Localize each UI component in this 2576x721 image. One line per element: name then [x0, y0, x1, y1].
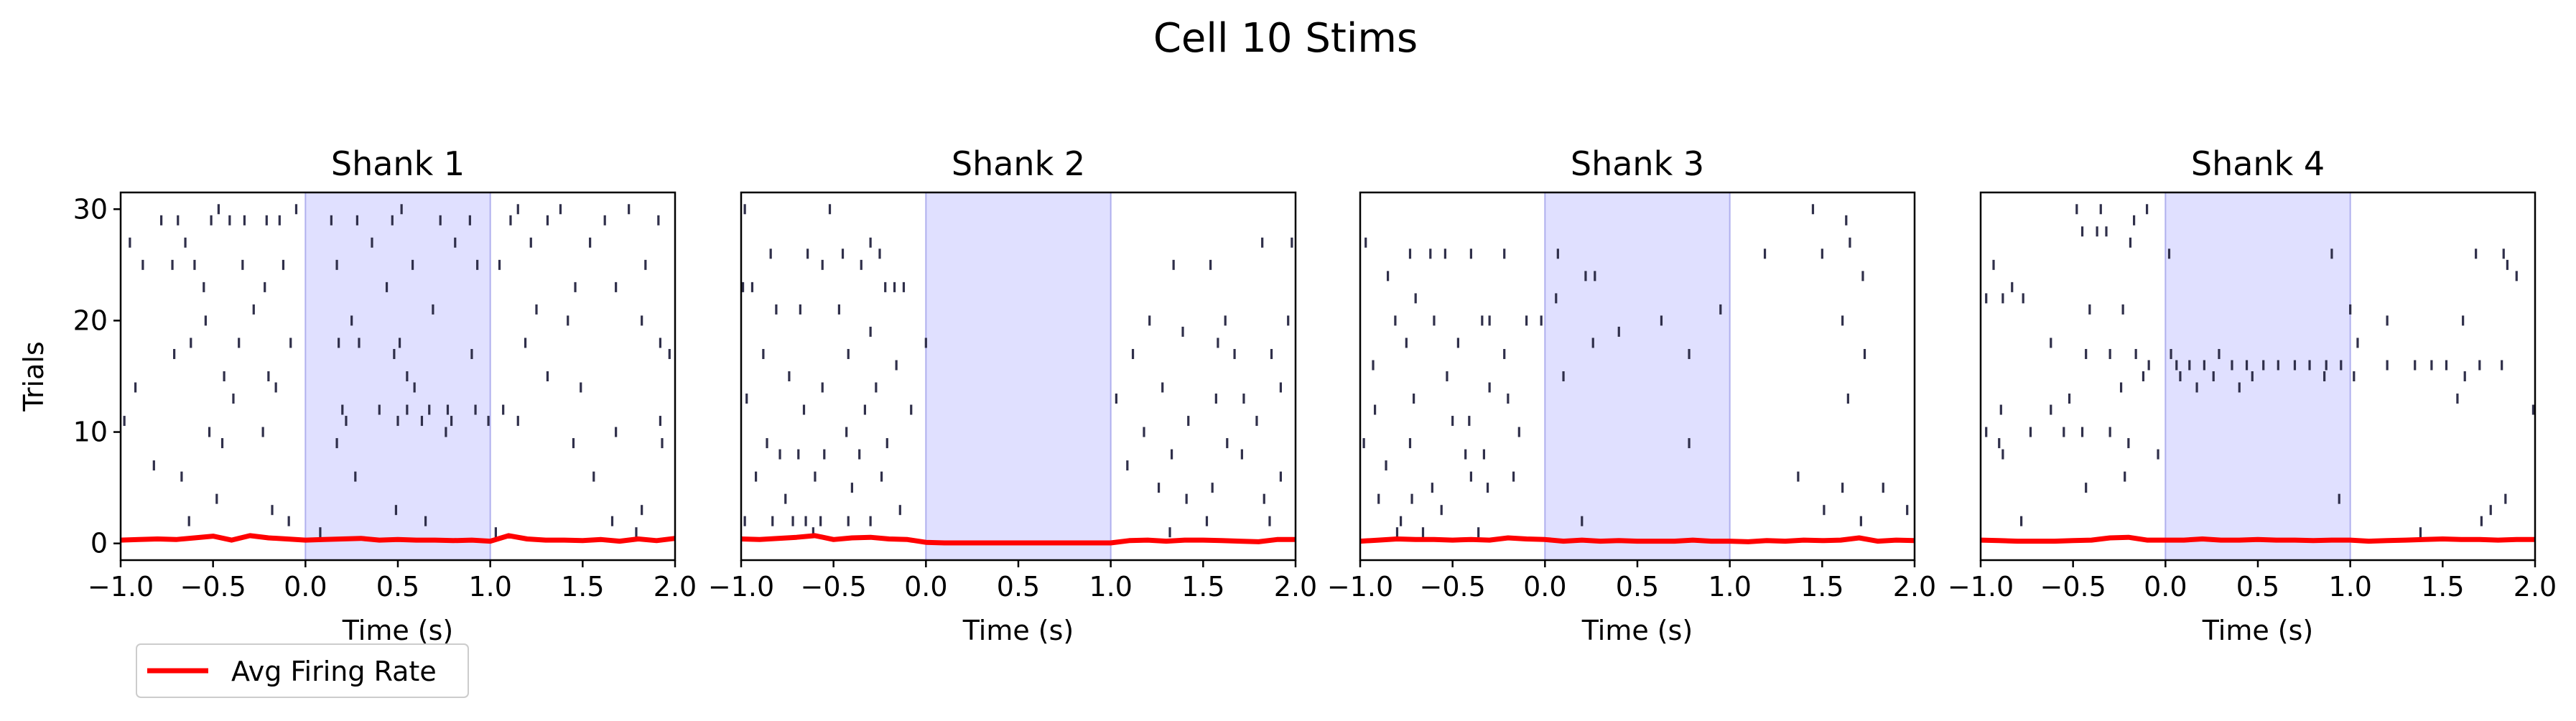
- x-tick-label: 0.5: [1616, 571, 1659, 603]
- x-tick-label: 1.5: [1800, 571, 1843, 603]
- x-tick-label: 2.0: [2514, 571, 2557, 603]
- avg-firing-rate-line: [120, 533, 676, 544]
- x-tick-label: 1.0: [1708, 571, 1751, 603]
- x-tick-label: 1.0: [2328, 571, 2371, 603]
- figure-title: Cell 10 Stims: [1153, 15, 1418, 62]
- panel-title: Shank 1: [331, 144, 465, 183]
- legend-rate-label: Avg Firing Rate: [231, 656, 437, 687]
- panel-2: Shank 2 −1.0 −0.5 0.0 0.5 1.0 1.5 2.0 Time (s): [708, 144, 1317, 646]
- x-tick-label: 2.0: [1893, 571, 1936, 603]
- panel-1: Shank 1 −1.0 −0.5 0.0 0.5 1.0 1.5 2.0 0 10 20 30 Tim…: [18, 144, 697, 646]
- x-tick-label: 0.5: [997, 571, 1040, 603]
- x-tick-label: −0.5: [2040, 571, 2106, 603]
- legend-frame: [136, 643, 469, 698]
- panel-title: Shank 4: [2191, 144, 2325, 183]
- avg-firing-rate-line: [740, 533, 1296, 546]
- x-axis-label: Time (s): [2202, 615, 2314, 646]
- panel-3: Shank 3 −1.0 −0.5 0.0 0.5 1.0 1.5 2.0 Time (s): [1327, 144, 1936, 646]
- x-tick-label: −1.0: [1327, 571, 1393, 603]
- x-tick-label: 2.0: [1274, 571, 1317, 603]
- x-tick-label: 0.0: [284, 571, 327, 603]
- avg-firing-rate-line: [1359, 535, 1915, 544]
- x-tick-label: 0.5: [376, 571, 419, 603]
- stimulus-window: [1544, 192, 1731, 561]
- legend: Avg Firing Rate: [136, 643, 469, 698]
- x-tick-label: 1.0: [1089, 571, 1132, 603]
- panels: Shank 1 −1.0 −0.5 0.0 0.5 1.0 1.5 2.0 0 10 20 30 Tim…: [18, 144, 2557, 646]
- y-tick-label: 10: [73, 417, 108, 448]
- avg-firing-rate-line: [1980, 534, 2535, 544]
- y-tick-label: 20: [73, 304, 108, 336]
- x-tick-label: 1.5: [1181, 571, 1224, 603]
- x-tick-label: 1.0: [468, 571, 511, 603]
- y-tick-label: 30: [73, 193, 108, 225]
- x-tick-label: 1.5: [2421, 571, 2464, 603]
- stimulus-window: [2165, 192, 2351, 561]
- x-axis-label: Time (s): [1581, 615, 1693, 646]
- x-tick-label: 0.0: [1523, 571, 1566, 603]
- y-tick-label: 0: [90, 528, 108, 559]
- x-tick-label: −0.5: [1420, 571, 1486, 603]
- panel-4: Shank 4 −1.0 −0.5 0.0 0.5 1.0 1.5 2.0 Time (s): [1948, 144, 2557, 646]
- x-axis-label: Time (s): [342, 615, 454, 646]
- x-axis-label: Time (s): [962, 615, 1074, 646]
- stimulus-window: [304, 192, 491, 561]
- panel-title: Shank 2: [952, 144, 1085, 183]
- x-tick-label: −0.5: [801, 571, 867, 603]
- x-tick-label: −1.0: [88, 571, 154, 603]
- x-tick-label: −0.5: [180, 571, 246, 603]
- x-tick-label: −1.0: [1948, 571, 2014, 603]
- x-tick-label: −1.0: [708, 571, 774, 603]
- y-axis-label: Trials: [18, 341, 50, 411]
- x-tick-label: 0.5: [2236, 571, 2279, 603]
- stimulus-window: [925, 192, 1112, 561]
- x-tick-label: 0.0: [2144, 571, 2187, 603]
- x-tick-label: 1.5: [561, 571, 604, 603]
- x-tick-label: 0.0: [904, 571, 947, 603]
- panel-title: Shank 3: [1571, 144, 1704, 183]
- x-tick-label: 2.0: [654, 571, 697, 603]
